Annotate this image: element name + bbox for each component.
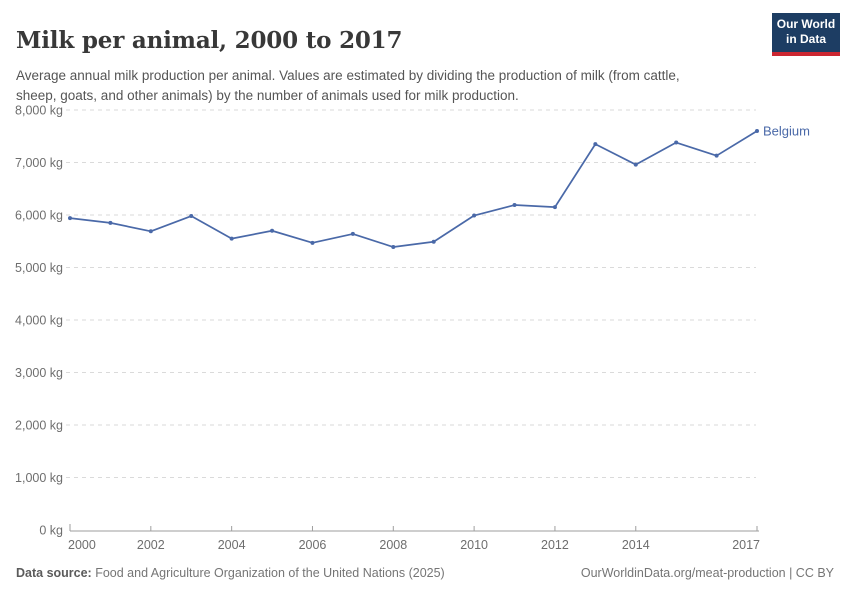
data-line-belgium[interactable] bbox=[69, 130, 758, 248]
data-point[interactable] bbox=[189, 214, 194, 219]
y-tick-label: 4,000 kg bbox=[15, 314, 63, 328]
x-tick-label: 2002 bbox=[137, 538, 165, 552]
owid-logo[interactable]: Our World in Data bbox=[772, 13, 840, 56]
data-point[interactable] bbox=[350, 231, 355, 236]
chart-subtitle: Average annual milk production per anima… bbox=[16, 67, 680, 103]
data-point[interactable] bbox=[431, 239, 436, 244]
chart-title: Milk per animal, 2000 to 2017 bbox=[16, 27, 403, 55]
x-tick-label: 2017 bbox=[732, 538, 760, 552]
owid-logo-line1: Our World bbox=[776, 17, 836, 31]
x-tick-label: 2010 bbox=[460, 538, 488, 552]
y-tick-label: 1,000 kg bbox=[15, 471, 63, 485]
data-point[interactable] bbox=[593, 142, 598, 147]
y-tick-label: 2,000 kg bbox=[15, 419, 63, 433]
y-tick-label: 7,000 kg bbox=[15, 156, 63, 170]
data-point[interactable] bbox=[229, 236, 234, 241]
owid-logo-line2: in Data bbox=[785, 32, 826, 46]
data-source-note: Data source: Food and Agriculture Organi… bbox=[16, 566, 445, 580]
data-point[interactable] bbox=[472, 213, 477, 218]
x-tick-label: 2000 bbox=[68, 538, 96, 552]
data-point[interactable] bbox=[148, 229, 153, 234]
data-point[interactable] bbox=[714, 153, 719, 158]
data-point[interactable] bbox=[552, 205, 557, 210]
data-point[interactable] bbox=[391, 245, 396, 250]
x-tick-label: 2014 bbox=[622, 538, 650, 552]
x-tick-label: 2008 bbox=[379, 538, 407, 552]
x-tick-label: 2006 bbox=[299, 538, 327, 552]
chart-footer: Data source: Food and Agriculture Organi… bbox=[16, 566, 834, 580]
y-tick-label: 6,000 kg bbox=[15, 209, 63, 223]
data-point[interactable] bbox=[310, 240, 315, 245]
data-point[interactable] bbox=[512, 203, 517, 208]
data-point[interactable] bbox=[108, 220, 113, 225]
x-tick-label: 2004 bbox=[218, 538, 246, 552]
y-tick-label: 5,000 kg bbox=[15, 261, 63, 275]
y-tick-label: 8,000 kg bbox=[15, 104, 63, 118]
data-point[interactable] bbox=[674, 140, 679, 145]
x-tick-label: 2012 bbox=[541, 538, 569, 552]
data-point[interactable] bbox=[633, 162, 638, 167]
data-source-label: Data source: bbox=[16, 566, 92, 580]
data-source-text: Food and Agriculture Organization of the… bbox=[91, 566, 445, 580]
data-point[interactable] bbox=[755, 129, 759, 133]
data-point[interactable] bbox=[68, 216, 72, 221]
data-point[interactable] bbox=[270, 228, 275, 233]
y-tick-label: 3,000 kg bbox=[15, 366, 63, 380]
series-end-label[interactable]: Belgium bbox=[763, 124, 810, 139]
y-tick-label: 0 kg bbox=[39, 524, 63, 538]
license-link[interactable]: OurWorldinData.org/meat-production | CC … bbox=[580, 566, 834, 580]
